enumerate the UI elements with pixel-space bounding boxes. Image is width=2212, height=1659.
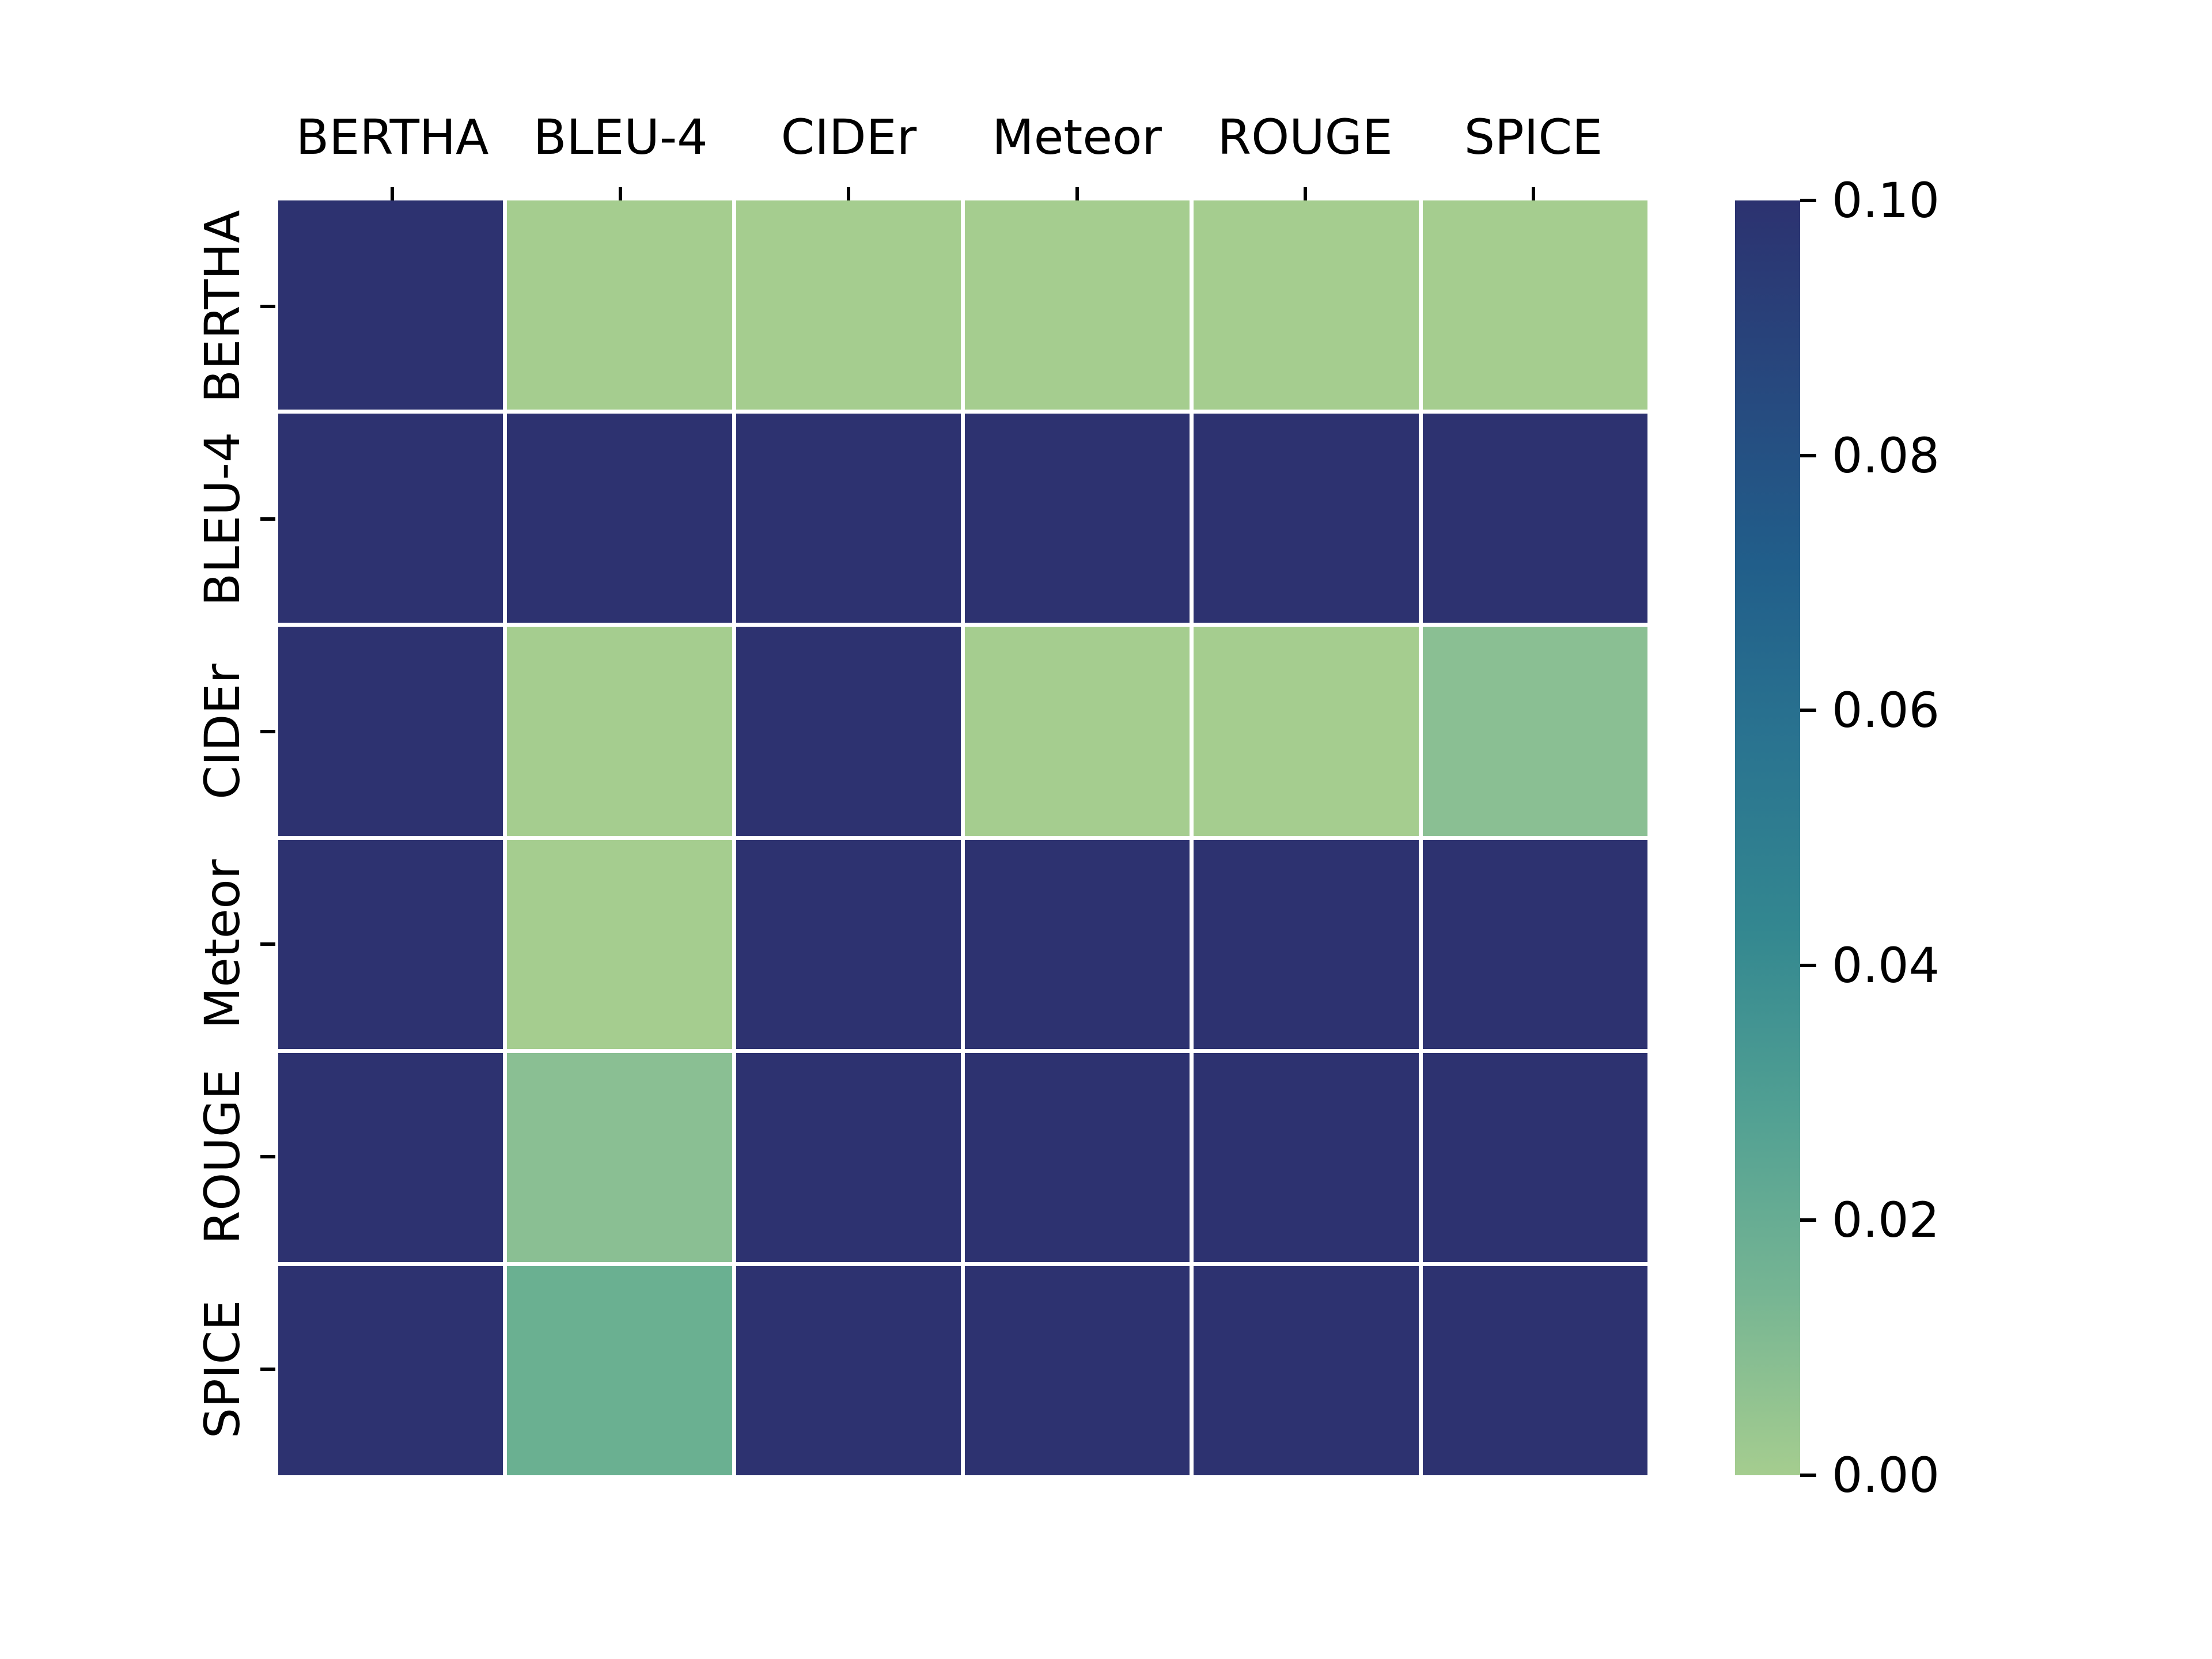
heatmap-cell-SPICE-CIDEr	[736, 1266, 961, 1475]
y-tick-mark	[260, 305, 275, 309]
heatmap-cell-Meteor-SPICE	[1422, 840, 1647, 1049]
heatmap-cell-BERTHA-BLEU-4	[507, 200, 732, 410]
colorbar-tick-label: 0.10	[1832, 172, 1940, 229]
heatmap-cell-SPICE-BLEU-4	[507, 1266, 732, 1475]
heatmap-cell-Meteor-BLEU-4	[507, 840, 732, 1049]
y-tick-mark	[260, 1367, 275, 1371]
x-tick-slot	[734, 187, 963, 200]
x-axis-label: ROUGE	[1217, 109, 1393, 165]
x-axis-label: BERTHA	[296, 109, 489, 165]
x-axis-label: SPICE	[1464, 109, 1603, 165]
x-tick-mark	[847, 187, 851, 200]
colorbar-tick-mark	[1800, 1474, 1816, 1477]
y-axis-label: ROUGE	[194, 1069, 251, 1244]
heatmap-cell-BLEU-4-Meteor	[965, 414, 1190, 623]
heatmap-grid	[278, 200, 1647, 1475]
colorbar-gradient	[1735, 200, 1800, 1475]
heatmap-cell-ROUGE-BERTHA	[278, 1053, 503, 1262]
heatmap-cell-Meteor-CIDEr	[736, 840, 961, 1049]
x-tick-mark	[619, 187, 623, 200]
heatmap-cell-CIDEr-BERTHA	[278, 627, 503, 836]
colorbar-tick-label: 0.00	[1832, 1447, 1940, 1503]
heatmap-cell-ROUGE-SPICE	[1422, 1053, 1647, 1262]
y-axis-label: SPICE	[194, 1300, 251, 1438]
heatmap-cell-SPICE-Meteor	[965, 1266, 1190, 1475]
x-tick-mark	[391, 187, 395, 200]
colorbar-tick-label: 0.08	[1832, 427, 1940, 484]
x-axis-labels: BERTHA BLEU-4 CIDEr Meteor ROUGE SPICE	[278, 97, 1647, 161]
y-axis-label: Meteor	[194, 859, 251, 1029]
colorbar-tick-mark	[1800, 963, 1816, 967]
y-tick-mark	[260, 942, 275, 946]
x-tick-slot	[506, 187, 734, 200]
y-axis-label: BLEU-4	[194, 431, 251, 607]
heatmap-cell-CIDEr-CIDEr	[736, 627, 961, 836]
x-axis-label: Meteor	[992, 109, 1162, 165]
heatmap-cell-CIDEr-SPICE	[1422, 627, 1647, 836]
x-axis-ticks	[278, 187, 1647, 200]
colorbar-tick-mark	[1800, 453, 1816, 457]
heatmap-cell-BLEU-4-BERTHA	[278, 414, 503, 623]
heatmap-cell-ROUGE-BLEU-4	[507, 1053, 732, 1262]
colorbar-tick-label: 0.04	[1832, 937, 1940, 994]
heatmap-cell-Meteor-ROUGE	[1194, 840, 1419, 1049]
heatmap-cell-ROUGE-CIDEr	[736, 1053, 961, 1262]
heatmap-cell-CIDEr-BLEU-4	[507, 627, 732, 836]
x-axis-label: BLEU-4	[533, 109, 708, 165]
heatmap-cell-BLEU-4-BLEU-4	[507, 414, 732, 623]
colorbar-tick-label: 0.06	[1832, 682, 1940, 739]
x-tick-slot	[963, 187, 1191, 200]
heatmap-cell-ROUGE-Meteor	[965, 1053, 1190, 1262]
heatmap-cell-ROUGE-ROUGE	[1194, 1053, 1419, 1262]
y-tick-mark	[260, 517, 275, 521]
y-tick-mark	[260, 730, 275, 734]
colorbar-tick-mark	[1800, 199, 1816, 202]
heatmap-cell-BLEU-4-CIDEr	[736, 414, 961, 623]
y-tick-mark	[260, 1154, 275, 1158]
colorbar-tick-label: 0.02	[1832, 1192, 1940, 1249]
heatmap-cell-SPICE-SPICE	[1422, 1266, 1647, 1475]
heatmap-cell-BERTHA-SPICE	[1422, 200, 1647, 410]
y-axis-label: CIDEr	[194, 664, 251, 800]
heatmap-cell-BERTHA-CIDEr	[736, 200, 961, 410]
x-tick-slot	[1191, 187, 1419, 200]
heatmap-cell-BERTHA-BERTHA	[278, 200, 503, 410]
x-tick-slot	[1419, 187, 1647, 200]
heatmap-cell-Meteor-Meteor	[965, 840, 1190, 1049]
heatmap-cell-SPICE-BERTHA	[278, 1266, 503, 1475]
heatmap-cell-BERTHA-ROUGE	[1194, 200, 1419, 410]
heatmap-cell-BLEU-4-SPICE	[1422, 414, 1647, 623]
x-tick-mark	[1075, 187, 1079, 200]
colorbar-tick-mark	[1800, 1218, 1816, 1222]
heatmap-cell-CIDEr-Meteor	[965, 627, 1190, 836]
heatmap-cell-Meteor-BERTHA	[278, 840, 503, 1049]
x-axis-label: CIDEr	[781, 109, 917, 165]
x-tick-mark	[1531, 187, 1535, 200]
x-tick-mark	[1303, 187, 1307, 200]
y-axis-label: BERTHA	[194, 210, 251, 403]
heatmap-cell-CIDEr-ROUGE	[1194, 627, 1419, 836]
x-tick-slot	[278, 187, 506, 200]
heatmap-cell-BERTHA-Meteor	[965, 200, 1190, 410]
heatmap-cell-BLEU-4-ROUGE	[1194, 414, 1419, 623]
heatmap-cell-SPICE-ROUGE	[1194, 1266, 1419, 1475]
colorbar-tick-mark	[1800, 709, 1816, 713]
